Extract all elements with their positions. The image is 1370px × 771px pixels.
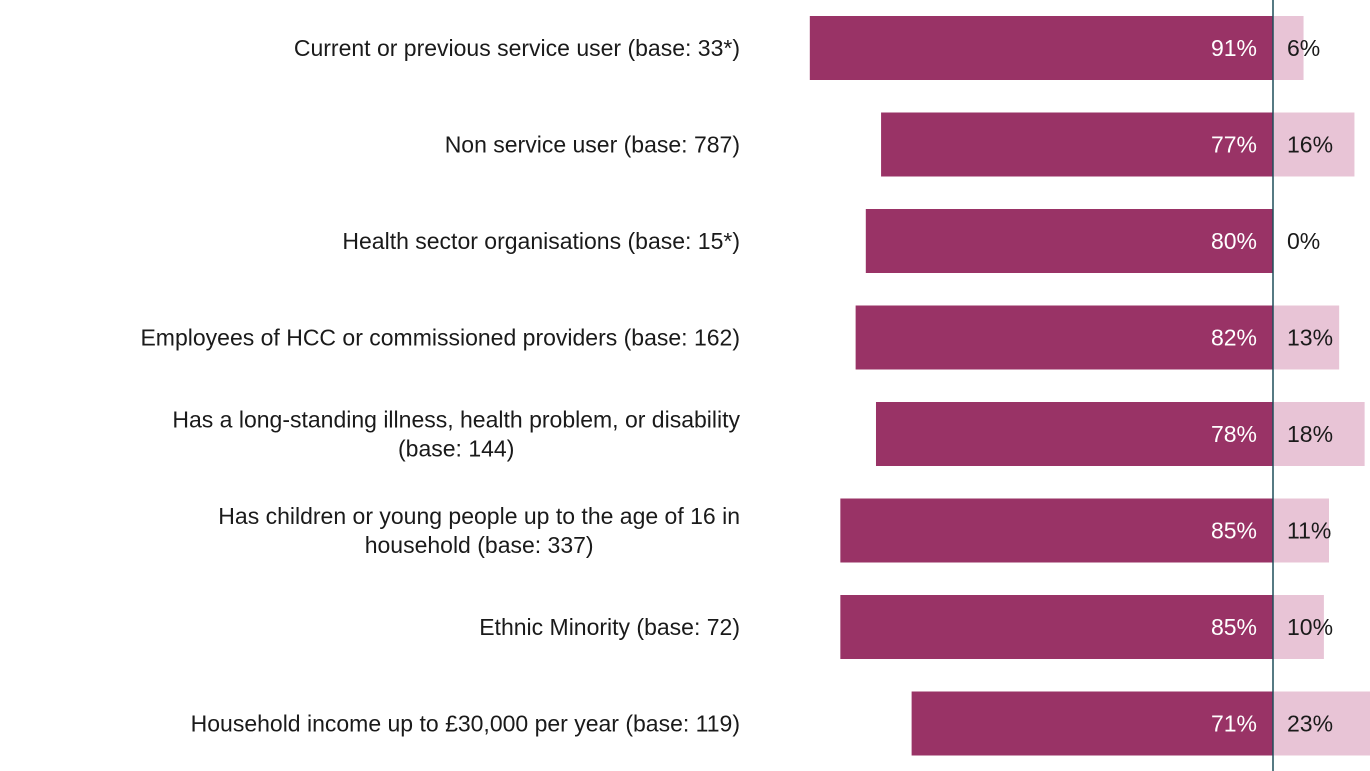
- value-labels: 91% 6% 77% 16% 80% 0% 82% 13% 78% 18% 85% 11% 85% 10%…: [1211, 35, 1333, 737]
- bar-right-7: [1273, 691, 1370, 756]
- value-label-right-0: 6%: [1287, 35, 1320, 61]
- bar-right-5: [1273, 498, 1329, 563]
- bar-right-6: [1273, 595, 1324, 659]
- bar-left-7: [911, 691, 1273, 756]
- value-label-right-7: 23%: [1287, 711, 1333, 737]
- bar-left-3: [855, 305, 1273, 370]
- bar-left-2: [865, 209, 1273, 273]
- value-label-left-1: 77%: [1211, 132, 1257, 158]
- category-label-5-line-1: household (base: 337): [365, 532, 594, 558]
- category-label-6: Ethnic Minority (base: 72): [479, 614, 740, 640]
- value-label-left-4: 78%: [1211, 421, 1257, 447]
- value-label-right-5: 11%: [1287, 518, 1331, 544]
- value-label-right-6: 10%: [1287, 614, 1333, 640]
- value-label-right-4: 18%: [1287, 421, 1333, 447]
- category-label-3: Employees of HCC or commissioned provide…: [140, 325, 740, 351]
- value-label-right-3: 13%: [1287, 325, 1333, 351]
- category-labels: Current or previous service user (base: …: [140, 35, 740, 737]
- value-label-right-2: 0%: [1287, 228, 1320, 254]
- category-label-2: Health sector organisations (base: 15*): [342, 228, 740, 254]
- bar-left-6: [840, 595, 1273, 659]
- category-label-0: Current or previous service user (base: …: [294, 35, 740, 61]
- bar-right-0: [1273, 16, 1304, 80]
- value-label-left-6: 85%: [1211, 614, 1257, 640]
- left-bars: [809, 16, 1273, 756]
- value-label-left-5: 85%: [1211, 518, 1257, 544]
- value-label-left-0: 91%: [1211, 35, 1257, 61]
- bar-left-4: [875, 402, 1273, 466]
- value-label-left-7: 71%: [1211, 711, 1257, 737]
- value-label-left-2: 80%: [1211, 228, 1257, 254]
- bar-right-1: [1273, 112, 1355, 177]
- right-bars: [1273, 16, 1370, 756]
- category-label-7: Household income up to £30,000 per year …: [191, 711, 740, 737]
- category-label-5-line-0: Has children or young people up to the a…: [218, 503, 740, 529]
- category-label-4-line-0: Has a long-standing illness, health prob…: [172, 407, 740, 433]
- bar-left-1: [881, 112, 1273, 177]
- value-label-right-1: 16%: [1287, 132, 1333, 158]
- bar-right-4: [1273, 402, 1365, 466]
- bar-right-3: [1273, 305, 1340, 370]
- bar-left-5: [840, 498, 1273, 563]
- category-label-1: Non service user (base: 787): [445, 132, 740, 158]
- value-label-left-3: 82%: [1211, 325, 1257, 351]
- category-label-4-line-1: (base: 144): [398, 436, 514, 462]
- bar-left-0: [809, 16, 1273, 80]
